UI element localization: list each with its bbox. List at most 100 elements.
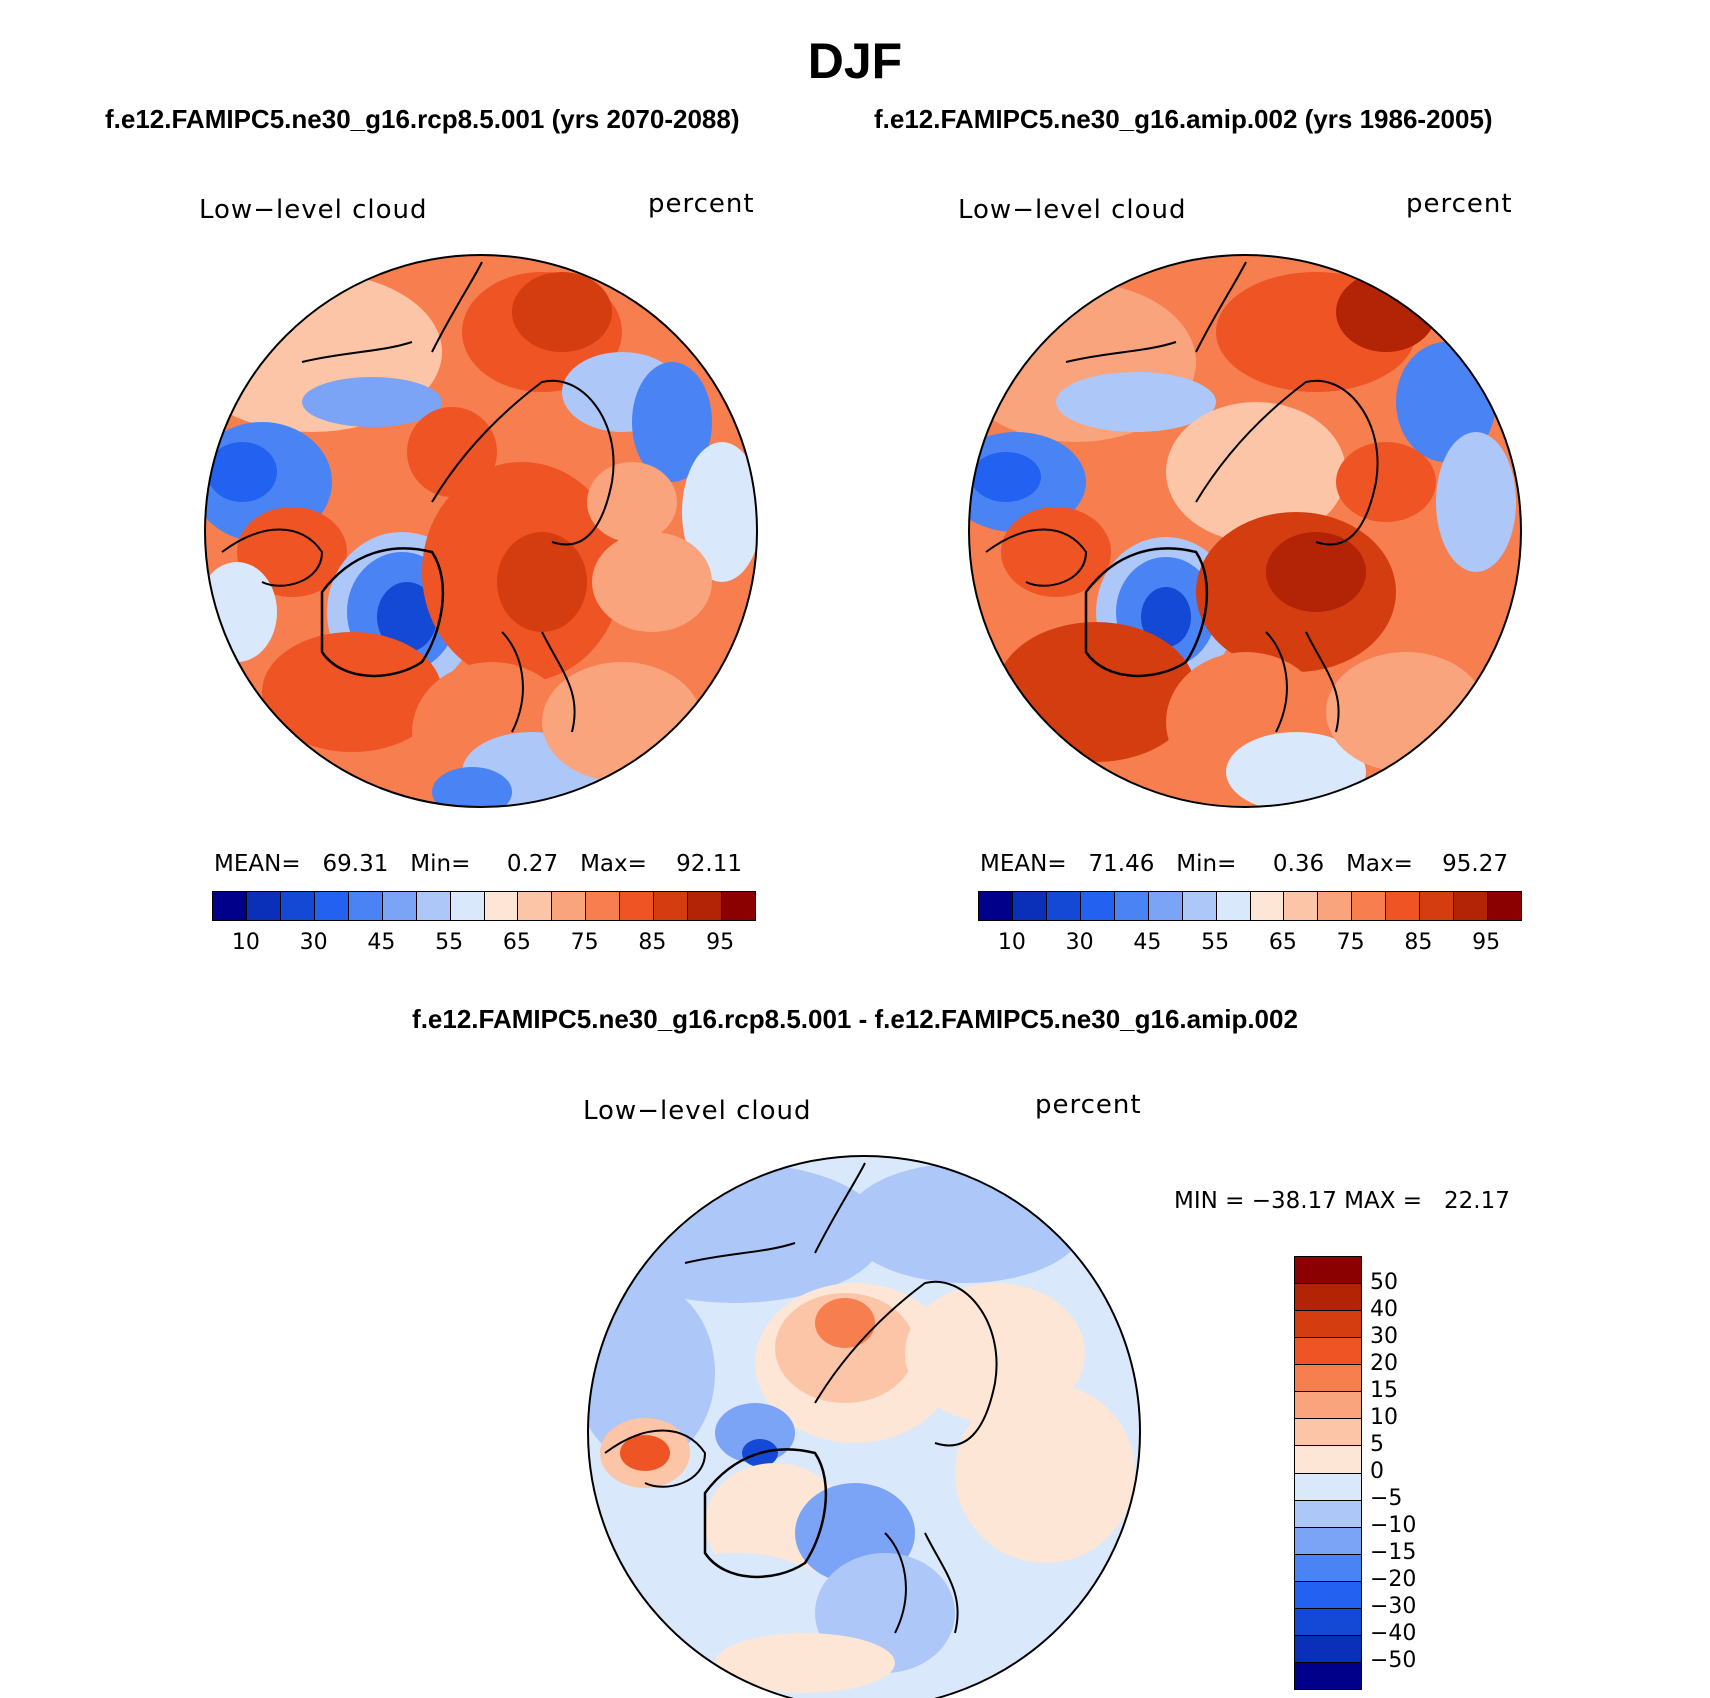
- map-field-region: [512, 272, 612, 352]
- colorbar-swatch: [313, 892, 348, 920]
- colorbar-swatch: [1295, 1445, 1361, 1473]
- map-field-region: [262, 632, 442, 752]
- colorbar-swatch: [347, 892, 382, 920]
- map-field-region: [588, 1163, 885, 1303]
- panel-a-variable-label: Low−level cloud: [199, 195, 428, 225]
- colorbar-tick-label: 55: [435, 930, 464, 955]
- colorbar-swatch: [381, 892, 416, 920]
- colorbar-tick-label: 55: [1201, 930, 1230, 955]
- diff-variable-label: Low−level cloud: [583, 1096, 812, 1126]
- map-field-region: [407, 407, 497, 497]
- case-title-b: f.e12.FAMIPC5.ne30_g16.amip.002 (yrs 198…: [874, 104, 1493, 134]
- colorbar-tick-label: 15: [1370, 1378, 1398, 1403]
- colorbar-swatch: [1385, 892, 1420, 920]
- colorbar-swatch: [1295, 1634, 1361, 1662]
- colorbar-swatch: [551, 892, 586, 920]
- map-field-region: [1336, 272, 1436, 352]
- map-field-region: [237, 507, 347, 597]
- colorbar-tick-label: 10: [1370, 1405, 1398, 1430]
- diff-stats: MIN = −38.17 MAX = 22.17: [1174, 1188, 1510, 1214]
- panel-b-map: [968, 254, 1522, 808]
- colorbar-swatch: [279, 892, 314, 920]
- map-field-region: [207, 442, 277, 502]
- colorbar-swatch: [1295, 1391, 1361, 1419]
- map-boundary: [587, 1155, 1141, 1698]
- map-field-region: [620, 1435, 670, 1471]
- colorbar-tick-label: 0: [1370, 1459, 1384, 1484]
- map-field-region: [632, 362, 712, 482]
- colorbar-tick-label: −30: [1370, 1594, 1417, 1619]
- map-field-region: [1166, 402, 1346, 542]
- colorbar-tick-label: 30: [1370, 1324, 1398, 1349]
- colorbar-tick-label: 85: [638, 930, 667, 955]
- colorbar-swatch: [1181, 892, 1216, 920]
- colorbar-swatch: [1079, 892, 1114, 920]
- colorbar-tick-label: 10: [997, 930, 1026, 955]
- map-field-region: [1226, 732, 1366, 807]
- colorbar-swatch: [1419, 892, 1454, 920]
- colorbar-swatch: [1295, 1661, 1361, 1689]
- coastline: [604, 1429, 707, 1488]
- coastline: [1195, 379, 1379, 546]
- panel-b-colorbar: [978, 891, 1522, 921]
- colorbar-swatch: [585, 892, 620, 920]
- colorbar-tick-label: 30: [1065, 930, 1094, 955]
- difference-colorbar: [1294, 1256, 1362, 1690]
- colorbar-swatch: [1249, 892, 1284, 920]
- coastline: [301, 261, 483, 363]
- colorbar-tick-label: 40: [1370, 1297, 1398, 1322]
- scandinavia-coastline: [501, 631, 576, 733]
- panel-a-units-label: percent: [648, 189, 755, 219]
- coastline: [221, 528, 324, 587]
- colorbar-tick-label: 75: [570, 930, 599, 955]
- colorbar-swatch: [449, 892, 484, 920]
- map-field-region: [1056, 372, 1216, 432]
- colorbar-swatch: [1295, 1257, 1361, 1284]
- map-field-region: [588, 1283, 715, 1463]
- colorbar-tick-label: 10: [231, 930, 260, 955]
- panel-a-map: [204, 254, 758, 808]
- difference-map: [587, 1155, 1141, 1698]
- colorbar-swatch: [1295, 1553, 1361, 1581]
- colorbar-swatch: [483, 892, 518, 920]
- colorbar-swatch: [619, 892, 654, 920]
- map-field-region: [715, 1633, 895, 1693]
- case-title-a: f.e12.FAMIPC5.ne30_g16.rcp8.5.001 (yrs 2…: [105, 104, 740, 134]
- colorbar-swatch: [1295, 1526, 1361, 1554]
- coastline: [1065, 261, 1247, 363]
- colorbar-tick-label: 85: [1404, 930, 1433, 955]
- colorbar-swatch: [687, 892, 722, 920]
- colorbar-tick-label: 65: [502, 930, 531, 955]
- diff-units-label: percent: [1035, 1090, 1142, 1120]
- map-boundary: [968, 254, 1522, 808]
- colorbar-swatch: [1295, 1499, 1361, 1527]
- map-field-region: [1436, 432, 1516, 572]
- map-field-region: [377, 582, 437, 652]
- scandinavia-coastline: [884, 1532, 959, 1634]
- coastline: [684, 1162, 866, 1264]
- colorbar-swatch: [721, 892, 755, 920]
- map-field-region: [592, 532, 712, 632]
- map-field-region: [955, 1383, 1135, 1563]
- map-field-region: [971, 452, 1041, 502]
- coastline: [814, 1280, 998, 1447]
- colorbar-swatch: [1295, 1283, 1361, 1311]
- map-field-region: [996, 622, 1196, 762]
- colorbar-tick-label: −10: [1370, 1513, 1417, 1538]
- map-field-region: [682, 442, 757, 582]
- colorbar-swatch: [1295, 1337, 1361, 1365]
- colorbar-swatch: [415, 892, 450, 920]
- scandinavia-coastline: [1265, 631, 1340, 733]
- greenland-coastline: [703, 1448, 828, 1579]
- coastline: [431, 379, 615, 546]
- colorbar-swatch: [1295, 1364, 1361, 1392]
- colorbar-tick-label: −5: [1370, 1486, 1403, 1511]
- colorbar-tick-label: −40: [1370, 1621, 1417, 1646]
- colorbar-tick-label: 50: [1370, 1270, 1398, 1295]
- colorbar-swatch: [979, 892, 1012, 920]
- panel-b-variable-label: Low−level cloud: [958, 195, 1187, 225]
- colorbar-swatch: [1283, 892, 1318, 920]
- colorbar-swatch: [1011, 892, 1046, 920]
- colorbar-tick-label: 75: [1336, 930, 1365, 955]
- colorbar-swatch: [1215, 892, 1250, 920]
